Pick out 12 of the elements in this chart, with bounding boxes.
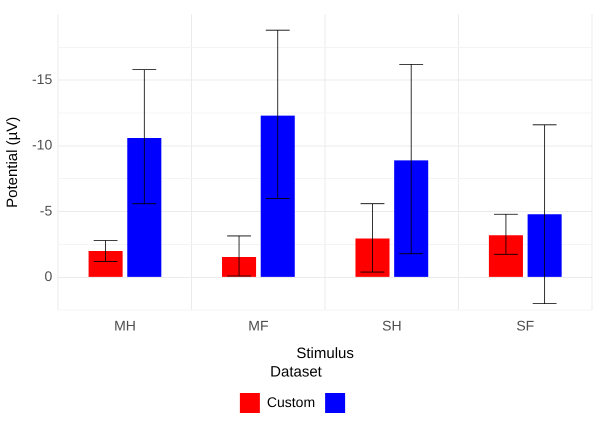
legend-title: Dataset — [270, 364, 323, 381]
y-tick-label: -15 — [32, 70, 52, 87]
x-tick-label: MF — [248, 317, 269, 334]
y-tick-label: -5 — [40, 202, 52, 218]
x-axis-title: Stimulus — [296, 345, 354, 362]
legend-label: Custom — [266, 394, 316, 410]
y-tick-label: 0 — [44, 268, 52, 284]
x-tick-label: SH — [382, 317, 402, 334]
x-tick-label: SF — [516, 317, 534, 334]
x-tick-label: MH — [114, 317, 136, 334]
y-tick-label: -10 — [32, 136, 52, 153]
y-axis-title: Potential (µV) — [4, 116, 22, 208]
